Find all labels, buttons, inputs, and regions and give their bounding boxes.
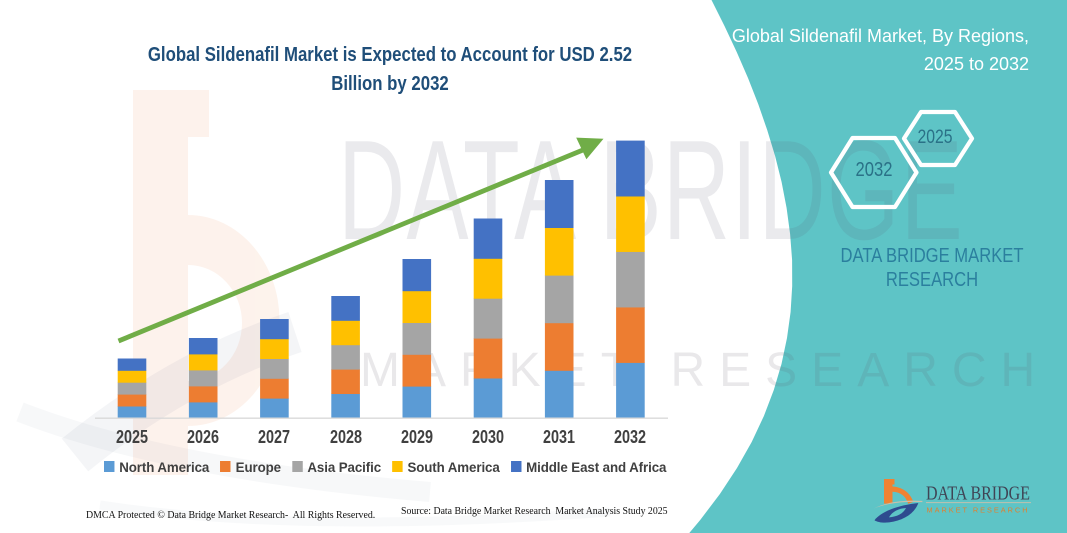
svg-text:MARKET RESEARCH: MARKET RESEARCH — [927, 506, 1030, 515]
svg-text:DATA BRIDGE: DATA BRIDGE — [926, 483, 1030, 505]
